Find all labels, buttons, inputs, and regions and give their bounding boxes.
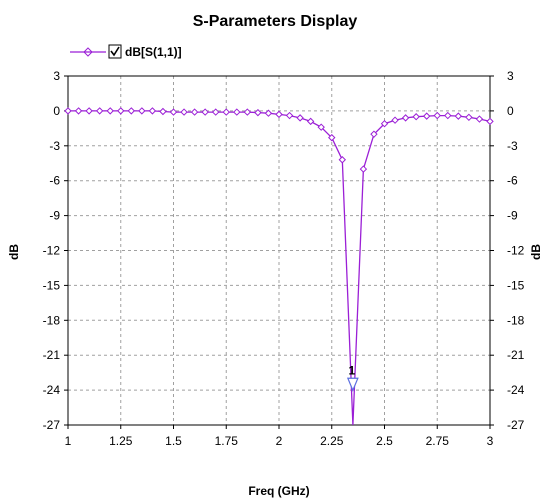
y-tick-label-right: 3 [507,69,514,83]
y-tick-label-right: 0 [507,104,514,118]
y-tick-label-left: -27 [43,418,61,432]
data-point-marker [243,108,252,116]
data-point-marker [370,130,378,138]
data-point-marker [454,112,463,120]
data-point-marker [306,117,315,126]
x-tick-label: 2.75 [426,434,450,448]
x-tick-label: 2.5 [376,434,393,448]
x-tick-label: 1.5 [165,434,182,448]
data-point-marker [106,107,114,115]
data-point-marker [444,111,452,120]
y-tick-label-right: -24 [507,383,525,397]
data-point-marker [433,111,441,120]
marker-label: 1 [349,363,356,377]
data-point-marker [85,107,93,115]
x-axis-title: Freq (GHz) [248,484,309,498]
y-tick-label-right: -3 [507,139,518,153]
data-point-marker [127,107,136,115]
y-tick-label-right: -21 [507,348,525,362]
x-tick-label: 1 [65,434,72,448]
y-tick-label-right: -27 [507,418,525,432]
y-tick-label-right: -9 [507,209,518,223]
data-point-marker [254,108,262,117]
data-point-marker [201,108,209,116]
data-point-marker [211,108,220,116]
x-tick-label: 2.25 [320,434,344,448]
y-tick-label-left: 0 [53,104,60,118]
data-point-marker [328,133,336,142]
data-point-marker [233,108,241,116]
axis-ticks: 1 1.25 1.5 1.75 2 2.25 2.5 2.75 3 3 3 0 0 -3 -3 -6 -6 -9 -… [43,69,525,448]
data-point-marker [486,117,494,126]
data-point-marker [138,107,146,115]
y-tick-label-right: -12 [507,244,525,258]
data-point-marker [380,119,389,128]
data-point-marker [338,156,347,164]
y-tick-label-right: -6 [507,174,518,188]
x-tick-label: 1.25 [109,434,133,448]
data-point-marker [412,113,420,121]
y-tick-label-right: -18 [507,313,525,327]
data-point-marker [422,112,431,120]
legend[interactable]: dB[S(1,1)] [70,44,182,59]
marker-triangle-icon[interactable] [346,377,359,392]
x-tick-label: 2 [276,434,283,448]
data-point-marker [317,123,325,131]
data-point-marker [275,110,283,119]
data-point-marker [159,107,167,116]
y-tick-label-right: -15 [507,278,525,292]
legend-label: dB[S(1,1)] [125,45,182,59]
checkmark-icon [110,46,120,57]
y-tick-label-left: 3 [53,69,60,83]
y-tick-label-left: -21 [43,348,61,362]
data-point-marker [95,107,104,115]
data-point-marker [475,115,484,123]
data-point-marker [359,165,368,173]
x-tick-label: 3 [487,434,494,448]
data-point-marker [465,113,473,122]
y-tick-label-left: -12 [43,244,61,258]
data-point-marker [391,116,399,124]
y-tick-label-left: -9 [49,209,60,223]
data-point-marker [74,107,83,115]
data-point-marker [401,114,410,122]
data-point-marker [169,108,178,116]
data-point-marker [148,107,157,115]
data-point-marker [180,108,188,116]
y-axis-title-left: dB [7,244,21,260]
data-point-marker [64,107,72,115]
data-point-marker [264,109,273,117]
y-tick-label-left: -24 [43,383,61,397]
x-tick-label: 1.75 [215,434,239,448]
y-tick-label-left: -6 [49,174,60,188]
data-point-marker [285,111,294,120]
data-point-marker [222,108,230,116]
grid [68,76,490,425]
data-point-marker [117,107,125,115]
y-tick-label-left: -3 [49,139,60,153]
data-point-marker [190,108,199,116]
y-tick-label-left: -15 [43,278,61,292]
marker-layer: 1 [346,363,359,392]
legend-marker-icon [83,47,93,57]
y-axis-title-right: dB [529,244,543,260]
chart-title: S-Parameters Display [193,13,358,30]
y-tick-label-left: -18 [43,313,61,327]
series-layer [64,107,494,426]
data-point-marker [296,114,304,122]
